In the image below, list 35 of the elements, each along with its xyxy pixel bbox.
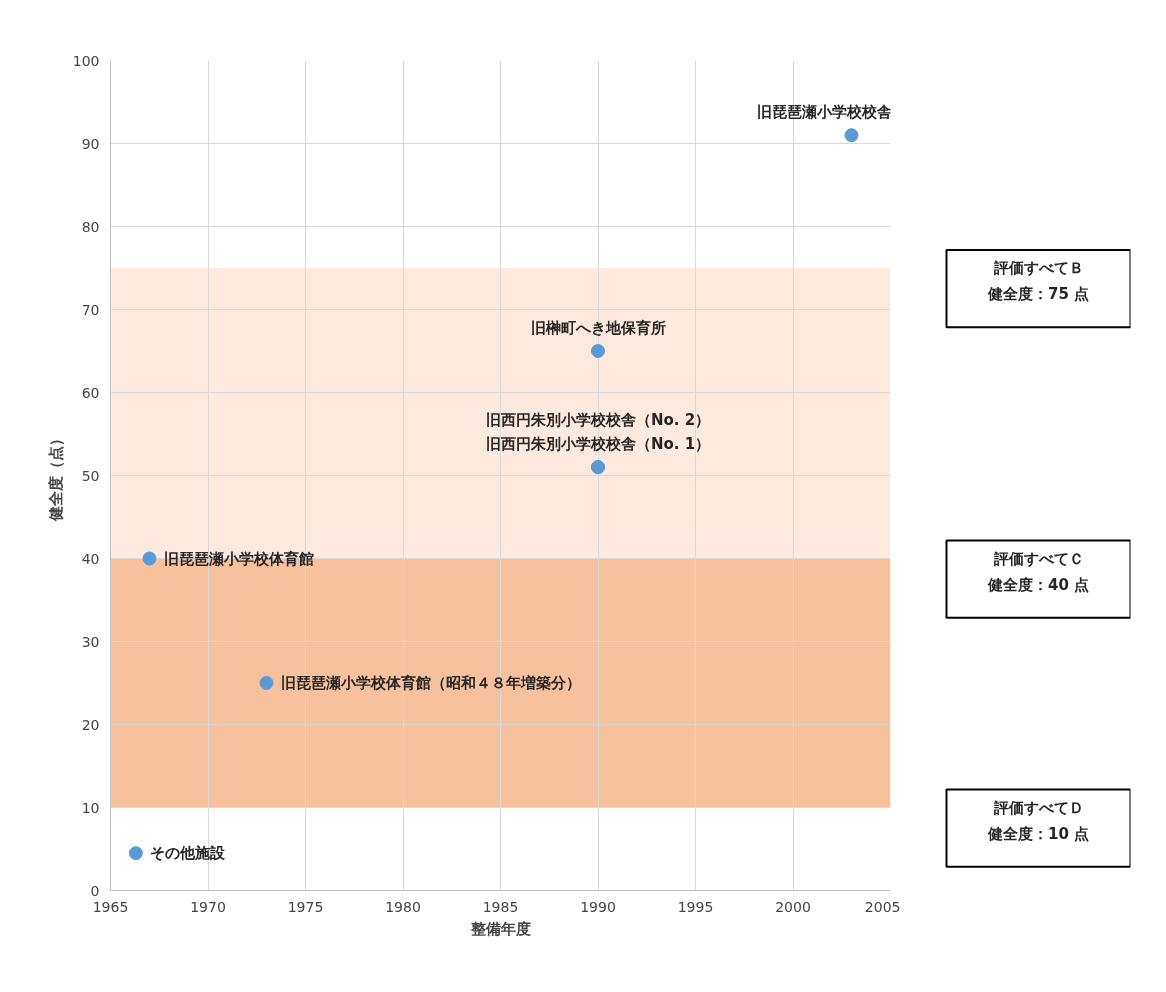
annotation: 旧琵琶瀬小学校体育館（昭和４８年増築分） [280,674,581,692]
y-axis-title: 健全度（点） [46,430,65,522]
x-tick-label: 1990 [580,898,616,915]
x-tick-label: 1980 [385,898,421,915]
y-tick-label: 50 [81,467,100,484]
text: 評価すべてＢ [992,259,1084,277]
annotation: 旧琵琶瀬小学校校舎 [756,103,892,122]
y-tick-label: 40 [81,550,100,567]
x-tick-label: 1970 [190,898,226,915]
text: 健全度：10 点 [986,824,1090,843]
annotation: 旧琵琶瀬小学校体育館 [163,549,314,568]
annotation: 旧西円朱別小学校校舎（No. 2） [485,411,711,430]
y-tick-label: 80 [81,218,100,235]
text: 評価すべてＣ [992,549,1084,568]
y-tick-label: 70 [81,301,100,318]
text: 健全度：75 点 [986,285,1090,303]
annotation: その他施設 [149,844,226,863]
x-tick-label: 1985 [482,898,519,915]
y-tick-label: 60 [81,384,100,401]
x-tick-label: 2000 [775,898,811,915]
text: 評価すべてＤ [992,798,1084,817]
x-tick-label: 2005 [864,898,901,915]
text: 健全度：40 点 [986,575,1090,594]
y-tick-label: 90 [81,135,100,152]
y-tick-label: 0 [90,882,100,899]
y-tick-label: 30 [81,633,100,650]
y-tick-label: 100 [72,52,100,69]
x-tick-label: 1965 [92,898,129,915]
y-tick-label: 20 [81,716,100,733]
y-tick-label: 10 [81,799,100,816]
x-axis-title: 整備年度 [469,919,531,938]
annotation: 旧西円朱別小学校校舎（No. 1） [485,435,711,454]
x-tick-label: 1975 [287,898,324,915]
annotation: 旧榊町へき地保育所 [530,319,666,337]
x-tick-label: 1995 [677,898,714,915]
